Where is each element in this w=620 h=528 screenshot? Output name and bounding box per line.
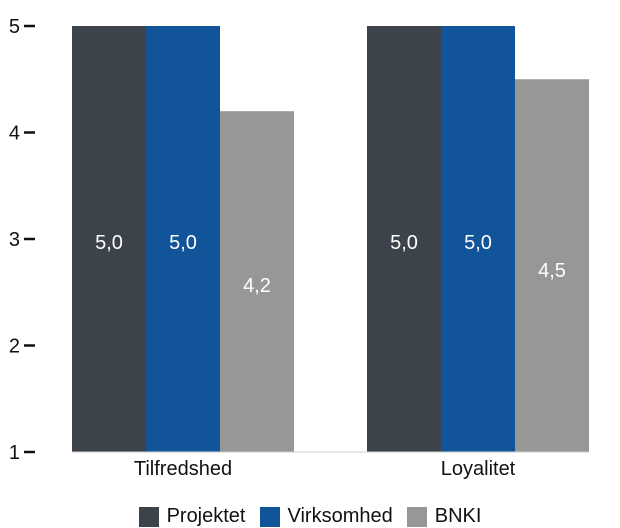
bar-value-label: 5,0 [390,232,418,254]
legend-swatch [406,506,427,527]
bar-bnki-loyalitet [515,79,589,452]
bar-virksomhed-loyalitet [441,26,515,452]
legend-label: Projektet [166,505,246,527]
legend-item: Projektet [138,505,246,528]
bar-value-label: 5,0 [95,232,123,254]
y-tick-label: 4 [9,123,20,145]
legend-item: BNKI [406,505,482,528]
y-tick-label: 2 [9,336,20,358]
y-tick-label: 3 [9,229,20,251]
legend-label: Virksomhed [287,505,393,527]
y-tick-label: 1 [9,442,20,464]
legend: Projektet Virksomhed BNKI [0,505,620,528]
legend-swatch [138,506,159,527]
bar-projektet-tilfredshed [72,26,146,452]
bar-bnki-tilfredshed [220,111,294,452]
bar-virksomhed-tilfredshed [146,26,220,452]
x-category-label: Tilfredshed [134,458,232,480]
legend-swatch [259,506,280,527]
bar-value-label: 5,0 [169,232,197,254]
bar-chart: 1 2 3 4 5 5,0 5,0 4,2 5,0 5,0 4,5 Tilfredshed Loya… [9,16,589,480]
y-tick-label: 5 [9,16,20,38]
x-category-label: Loyalitet [441,458,516,480]
x-axis: Tilfredshed Loyalitet [72,451,588,480]
bars: 5,0 5,0 4,2 5,0 5,0 4,5 [72,26,589,452]
bar-value-label: 5,0 [464,232,492,254]
y-axis: 1 2 3 4 5 [9,16,35,464]
legend-label: BNKI [434,505,482,527]
bar-value-label: 4,2 [243,275,271,297]
bar-value-label: 4,5 [538,260,566,282]
legend-item: Virksomhed [259,505,393,528]
bar-projektet-loyalitet [367,26,441,452]
